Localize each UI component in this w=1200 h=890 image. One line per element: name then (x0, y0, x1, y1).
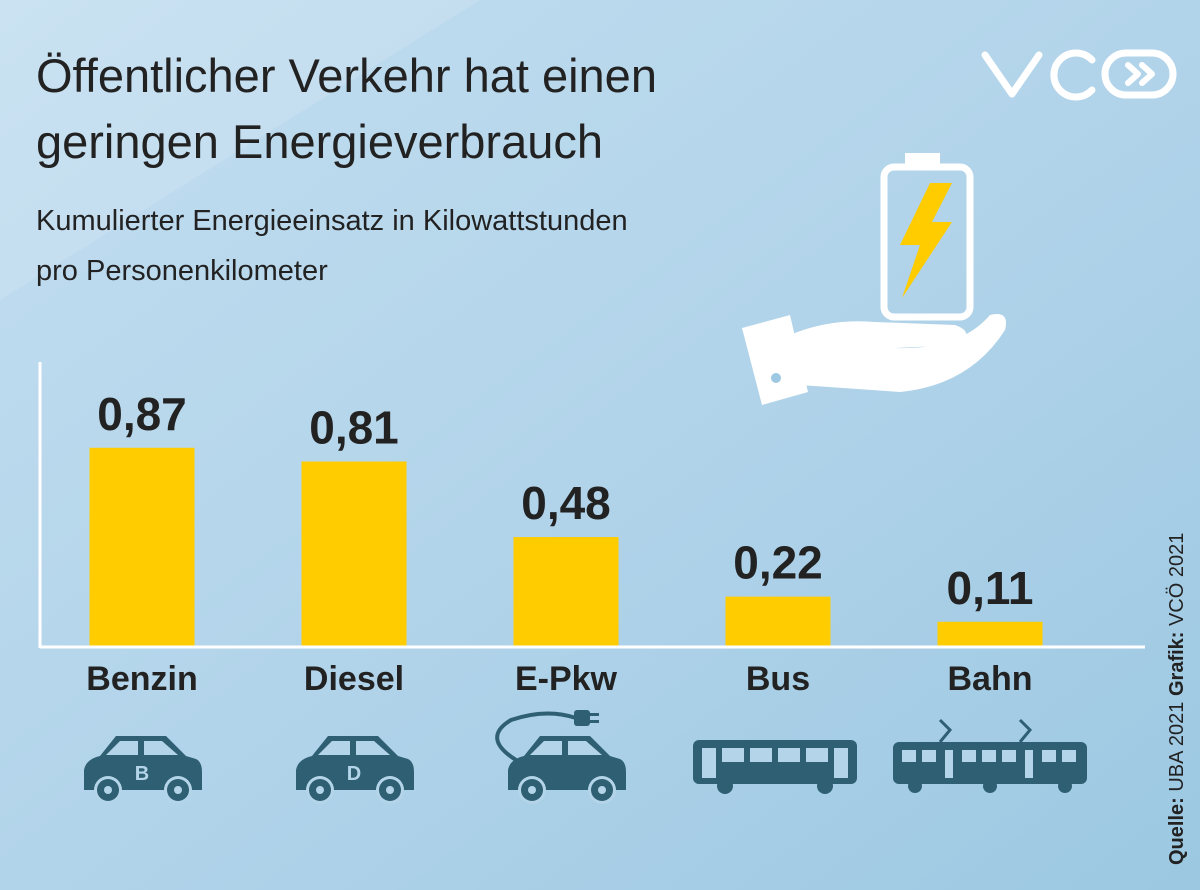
e-car-icon (495, 710, 626, 804)
source-label: Quelle: (1166, 797, 1188, 865)
light-sheen (0, 0, 480, 300)
battery-hand-illustration (742, 153, 1006, 405)
value-label: 0,22 (733, 537, 823, 589)
bar (89, 447, 195, 647)
value-label: 0,48 (521, 477, 611, 529)
source-text: UBA 2021 (1166, 696, 1188, 797)
icons: B D (84, 710, 1087, 804)
bus-icon (693, 740, 857, 794)
source-text: VCÖ 2021 (1166, 533, 1188, 632)
value-label: 0,11 (947, 562, 1034, 614)
subtitle: pro Personenkilometer (36, 255, 328, 287)
tram-icon (893, 718, 1087, 793)
subtitle: Kumulierter Energieeinsatz in Kilowattst… (36, 205, 628, 237)
car-icon: B (84, 736, 202, 804)
bar (937, 621, 1043, 647)
bar (301, 461, 407, 647)
title: geringen Energieverbrauch (36, 115, 603, 168)
logo (981, 49, 1177, 101)
category-label: Bahn (948, 660, 1033, 698)
category-label: Bus (746, 660, 810, 698)
bar (725, 596, 831, 647)
icon-letter: D (347, 763, 361, 785)
car-icon: D (296, 736, 414, 804)
category-label: Diesel (304, 660, 404, 698)
source-label: Grafik: (1166, 632, 1188, 696)
bar (513, 537, 619, 647)
value-label: 0,87 (97, 388, 187, 440)
axes (38, 362, 1145, 649)
category-label: E-Pkw (515, 660, 618, 698)
icon-letter: B (135, 763, 149, 785)
title: Öffentlicher Verkehr hat einen (36, 49, 657, 102)
source-note: Quelle: UBA 2021 Grafik: VCÖ 2021 (1166, 533, 1188, 865)
category-label: Benzin (86, 660, 197, 698)
value-label: 0,81 (309, 402, 399, 454)
